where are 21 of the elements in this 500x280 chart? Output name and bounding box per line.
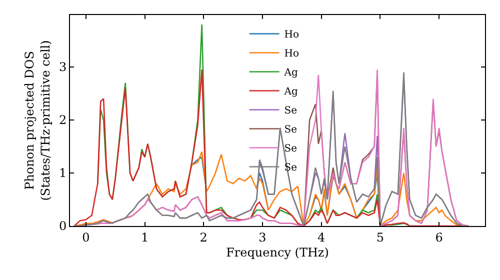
- y-tick-label: 3: [58, 60, 67, 74]
- y-tick-label: 2: [58, 113, 67, 128]
- x-tick-label: 6: [435, 230, 443, 244]
- x-tick-label: 0: [82, 230, 90, 244]
- y-axis-title: Phonon projected DOS (States/THz·primitive cell): [22, 40, 52, 201]
- x-tick-label: 1: [140, 230, 149, 244]
- y-tick-label: 1: [58, 166, 67, 180]
- legend-label: Ho: [284, 48, 300, 60]
- legend-label: Se: [284, 106, 298, 117]
- legend-label: Ag: [283, 68, 299, 79]
- legend-label: Se: [284, 124, 298, 136]
- legend-label: Se: [284, 144, 298, 155]
- x-tick-label: 2: [200, 230, 208, 244]
- y-tick-label: 0: [58, 219, 67, 234]
- x-tick-label: 3: [258, 230, 266, 244]
- legend-label: Se: [284, 162, 298, 174]
- x-tick-label: 4: [318, 230, 326, 244]
- legend-label: Ag: [283, 86, 299, 98]
- x-tick-label: 5: [376, 230, 384, 244]
- x-axis-title: Frequency (THz): [226, 245, 329, 260]
- legend-label: Ho: [284, 30, 300, 41]
